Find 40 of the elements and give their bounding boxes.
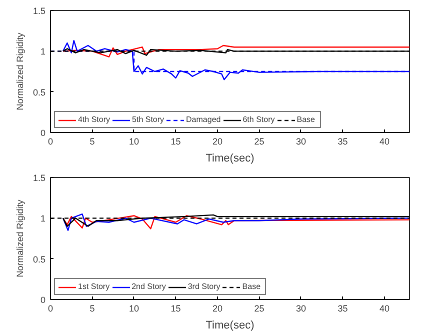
y-tick-label: 1.5: [32, 173, 46, 183]
legend-label: 4th Story: [78, 115, 110, 124]
line-series: [62, 44, 410, 58]
legend-label: Base: [296, 115, 316, 124]
x-tick-label: 0: [48, 304, 54, 314]
legend-label: Damaged: [186, 115, 221, 124]
x-tick-label: 0: [48, 136, 54, 146]
x-tick-label: 10: [128, 136, 139, 146]
y-axis-title: Normalized Rigidity: [14, 199, 25, 278]
x-tick-label: 30: [296, 304, 306, 314]
x-axis-title: Time(sec): [206, 152, 254, 164]
x-tick-label: 10: [128, 304, 139, 314]
x-tick-label: 25: [254, 136, 264, 146]
legend-label: 3rd Story: [188, 282, 220, 291]
y-tick-label: 1: [40, 214, 46, 224]
x-tick-label: 5: [90, 304, 95, 314]
x-tick-label: 20: [212, 136, 222, 146]
x-tick-label: 35: [338, 304, 348, 314]
x-tick-label: 20: [212, 304, 222, 314]
legend-label: 2nd Story: [132, 282, 166, 291]
legend-label: 1st Story: [78, 282, 110, 291]
y-tick-label: 1: [40, 46, 46, 57]
y-axis-title: Normalized Rigidity: [14, 32, 25, 110]
legend-label: Base: [242, 282, 262, 291]
legend-label: 6th Story: [242, 115, 275, 124]
legend-label: 5th Story: [132, 115, 164, 124]
y-tick-label: 0.5: [32, 254, 46, 264]
x-tick-label: 15: [170, 304, 181, 314]
x-tick-label: 30: [296, 136, 306, 146]
y-tick-label: 0: [40, 128, 46, 138]
x-axis-title: Time(sec): [206, 320, 254, 332]
x-tick-label: 40: [379, 304, 390, 314]
x-tick-label: 35: [338, 136, 348, 146]
y-tick-label: 0: [40, 295, 46, 305]
x-tick-label: 15: [170, 136, 181, 146]
x-tick-label: 25: [254, 304, 264, 314]
x-tick-label: 5: [90, 136, 95, 146]
y-tick-label: 1.5: [32, 6, 46, 16]
y-tick-label: 0.5: [32, 87, 46, 98]
x-tick-label: 40: [379, 136, 390, 146]
